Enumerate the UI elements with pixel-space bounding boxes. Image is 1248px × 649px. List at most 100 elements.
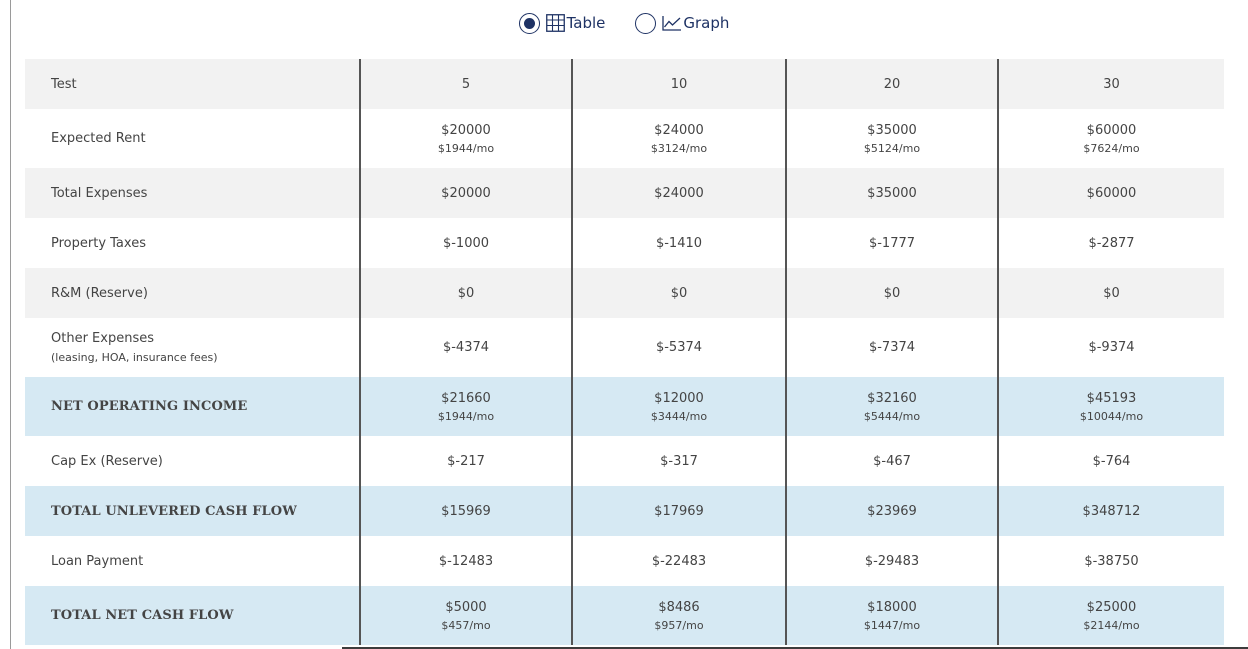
value-cell: $-9374: [997, 318, 1224, 377]
value-cell: $45193 $10044/mo: [997, 377, 1224, 436]
line-chart-icon: [662, 14, 682, 32]
value-monthly: $10044/mo: [1079, 409, 1144, 423]
value-cell: $32160 $5444/mo: [785, 377, 998, 436]
value-cell: $12000 $3444/mo: [571, 377, 786, 436]
row-label: TOTAL UNLEVERED CASH FLOW: [25, 486, 360, 536]
value-main: $60000: [1086, 122, 1137, 138]
value-cell: $20000: [359, 168, 572, 218]
value-monthly: $957/mo: [654, 618, 704, 632]
view-toggle: Table Graph: [0, 10, 1248, 36]
row-sublabel: (leasing, HOA, insurance fees): [51, 351, 218, 364]
value-cell: $-217: [359, 436, 572, 486]
value-monthly: $457/mo: [441, 618, 491, 632]
value-main: $35000: [867, 122, 917, 138]
value-main: $18000: [867, 599, 917, 615]
row-total-net-cash-flow: TOTAL NET CASH FLOW $5000 $457/mo $8486 $9…: [25, 586, 1224, 645]
value-cell: $25000 $2144/mo: [997, 586, 1224, 645]
value-cell: $5000 $457/mo: [359, 586, 572, 645]
row-label: Loan Payment: [25, 536, 360, 586]
value-main: $45193: [1086, 390, 1137, 406]
value-main: $32160: [867, 390, 917, 406]
value-monthly: $1944/mo: [437, 409, 495, 423]
panel-left-border: [10, 0, 11, 649]
value-cell: $24000: [571, 168, 786, 218]
panel-bottom-border: [342, 647, 1248, 649]
table-view-option[interactable]: Table: [518, 12, 606, 34]
row-loan-payment: Loan Payment $-12483 $-22483 $-29483 $-3…: [25, 536, 1224, 586]
value-cell: $348712: [997, 486, 1224, 536]
header-cell: 5: [359, 59, 572, 109]
value-cell: $-1777: [785, 218, 998, 268]
value-monthly: $2144/mo: [1083, 618, 1140, 632]
row-total-expenses: Total Expenses $20000 $24000 $35000 $600…: [25, 168, 1224, 218]
value-main: $21660: [441, 390, 491, 406]
value-cell: $-12483: [359, 536, 572, 586]
row-other-expenses: Other Expenses (leasing, HOA, insurance f…: [25, 318, 1224, 377]
row-label: Other Expenses: [51, 331, 154, 346]
value-monthly: $3444/mo: [650, 409, 708, 423]
value-main: $20000: [441, 122, 491, 138]
value-cell: $20000 $1944/mo: [359, 109, 572, 168]
value-cell: $15969: [359, 486, 572, 536]
value-cell: $-5374: [571, 318, 786, 377]
value-cell: $8486 $957/mo: [571, 586, 786, 645]
financial-projection-table: Test 5 10 20 30 Expected Rent $20000 $194…: [25, 59, 1224, 645]
header-label: Test: [25, 59, 360, 109]
row-total-unlevered-cash-flow: TOTAL UNLEVERED CASH FLOW $15969 $17969 …: [25, 486, 1224, 536]
header-cell: 10: [571, 59, 786, 109]
value-cell: $-38750: [997, 536, 1224, 586]
row-property-taxes: Property Taxes $-1000 $-1410 $-1777 $-28…: [25, 218, 1224, 268]
row-label: Expected Rent: [25, 109, 360, 168]
row-label: TOTAL NET CASH FLOW: [25, 586, 360, 645]
value-cell: $0: [571, 268, 786, 318]
value-cell: $-467: [785, 436, 998, 486]
row-label: Property Taxes: [25, 218, 360, 268]
value-cell: $23969: [785, 486, 998, 536]
row-label: Total Expenses: [25, 168, 360, 218]
table-option-label: Table: [566, 14, 606, 32]
value-monthly: $5124/mo: [863, 141, 921, 155]
row-expected-rent: Expected Rent $20000 $1944/mo $24000 $3124…: [25, 109, 1224, 168]
row-label: NET OPERATING INCOME: [25, 377, 360, 436]
value-cell: $60000 $7624/mo: [997, 109, 1224, 168]
value-cell: $0: [359, 268, 572, 318]
row-rm-reserve: R&M (Reserve) $0 $0 $0 $0: [25, 268, 1224, 318]
value-cell: $-764: [997, 436, 1224, 486]
value-cell: $35000: [785, 168, 998, 218]
value-cell: $0: [785, 268, 998, 318]
value-cell: $-1000: [359, 218, 572, 268]
row-cap-ex-reserve: Cap Ex (Reserve) $-217 $-317 $-467 $-764: [25, 436, 1224, 486]
value-cell: $-1410: [571, 218, 786, 268]
header-cell: 30: [997, 59, 1224, 109]
value-main: $24000: [654, 122, 704, 138]
value-cell: $35000 $5124/mo: [785, 109, 998, 168]
value-cell: $21660 $1944/mo: [359, 377, 572, 436]
value-main: $25000: [1086, 599, 1137, 615]
value-monthly: $5444/mo: [863, 409, 921, 423]
table-grid-icon: [545, 14, 566, 32]
value-cell: $-317: [571, 436, 786, 486]
value-main: $5000: [445, 599, 487, 615]
value-monthly: $7624/mo: [1083, 141, 1140, 155]
value-cell: $-29483: [785, 536, 998, 586]
value-cell: $17969: [571, 486, 786, 536]
row-label: Cap Ex (Reserve): [25, 436, 360, 486]
graph-view-option[interactable]: Graph: [635, 12, 729, 34]
row-label-cell: Other Expenses (leasing, HOA, insurance f…: [25, 318, 360, 377]
value-cell: $0: [997, 268, 1224, 318]
row-net-operating-income: NET OPERATING INCOME $21660 $1944/mo $120…: [25, 377, 1224, 436]
value-monthly: $1447/mo: [863, 618, 921, 632]
value-cell: $60000: [997, 168, 1224, 218]
value-cell: $24000 $3124/mo: [571, 109, 786, 168]
header-cell: 20: [785, 59, 998, 109]
table-radio[interactable]: [518, 12, 540, 34]
value-cell: $-7374: [785, 318, 998, 377]
value-main: $8486: [658, 599, 700, 615]
value-cell: $-4374: [359, 318, 572, 377]
table-header-row: Test 5 10 20 30: [25, 59, 1224, 109]
value-cell: $-2877: [997, 218, 1224, 268]
graph-radio[interactable]: [635, 12, 657, 34]
value-monthly: $1944/mo: [437, 141, 495, 155]
row-label: R&M (Reserve): [25, 268, 360, 318]
value-monthly: $3124/mo: [650, 141, 708, 155]
